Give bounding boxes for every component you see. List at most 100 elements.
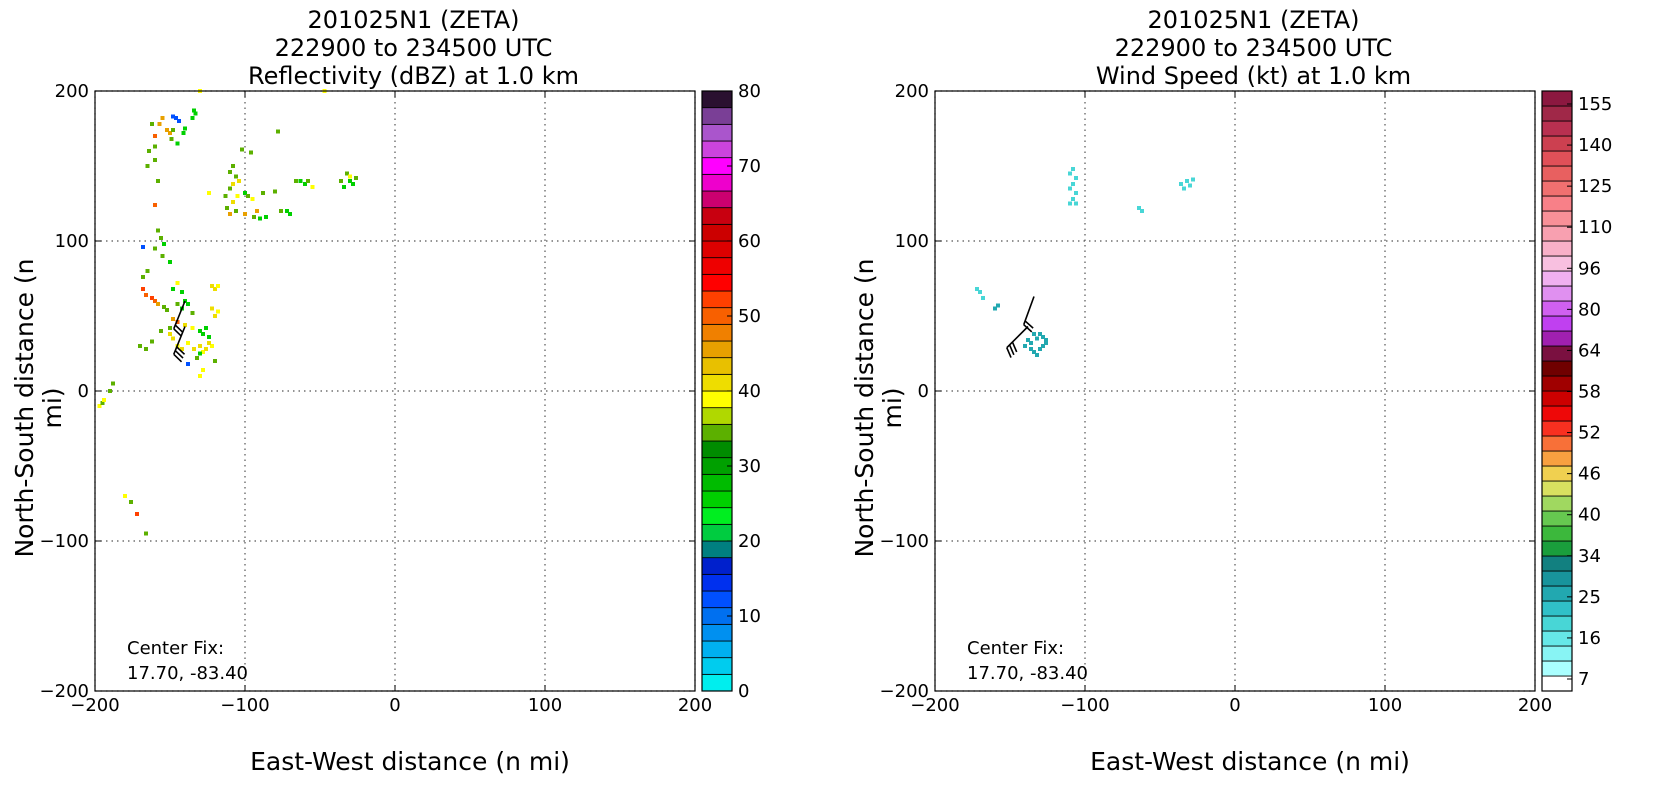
data-point [975, 287, 979, 291]
colorbar-cell [701, 590, 733, 609]
colorbar-tick-label: 20 [738, 531, 761, 552]
colorbar-cell [701, 523, 733, 542]
data-point [981, 296, 985, 300]
data-point [162, 242, 166, 246]
y-tick-label: 0 [918, 381, 929, 402]
data-point [1032, 350, 1036, 354]
data-point [252, 215, 256, 219]
colorbar-cell [1541, 120, 1573, 137]
data-point [180, 347, 184, 351]
colorbar-tick-label: 7 [1578, 669, 1589, 690]
data-point [306, 179, 310, 183]
plot-frame [94, 90, 696, 692]
colorbar-cell [1541, 270, 1573, 287]
data-point [231, 182, 235, 186]
data-point [1071, 197, 1075, 201]
y-tick-label: 100 [55, 231, 89, 252]
data-point [165, 308, 169, 312]
data-point [156, 302, 160, 306]
wind-barb-feather [176, 346, 186, 355]
data-point [294, 179, 298, 183]
data-point [153, 144, 157, 149]
chart-title-field: Wind Speed (kt) at 1.0 km [1095, 62, 1412, 90]
colorbar-cell [701, 240, 733, 259]
data-point [243, 191, 247, 195]
colorbar-cell [1541, 525, 1573, 542]
data-point [285, 209, 289, 213]
data-point [138, 344, 142, 348]
data-point [123, 494, 127, 498]
colorbar-cell [1541, 510, 1573, 527]
x-tick-label: 0 [1229, 695, 1240, 716]
wind-barb [1006, 325, 1029, 358]
wind-barb-feather [173, 353, 183, 363]
x-tick-label: −200 [70, 695, 119, 716]
data-point [1071, 182, 1075, 186]
colorbar-cell [1541, 180, 1573, 197]
colorbar-cell [1541, 645, 1573, 662]
colorbar-tick-label: 96 [1578, 258, 1601, 279]
colorbar-cell [1541, 390, 1573, 407]
colorbar-cell [1541, 570, 1573, 587]
data-point [150, 122, 154, 126]
data-point [144, 347, 148, 351]
data-point [1035, 336, 1039, 341]
data-point [1182, 186, 1186, 191]
data-point [147, 149, 151, 153]
data-point [1032, 332, 1036, 336]
data-point [978, 290, 982, 294]
data-point [159, 236, 163, 240]
colorbar-cell [1541, 675, 1573, 692]
data-point [1191, 177, 1195, 182]
wind-barb [173, 326, 186, 363]
data-point [108, 389, 112, 393]
y-tick-label: 100 [895, 231, 929, 252]
data-point [198, 351, 202, 356]
data-point [129, 500, 133, 504]
colorbar-cell [1541, 315, 1573, 332]
data-point [1038, 347, 1042, 351]
colorbar-cell [1541, 450, 1573, 467]
colorbar-tick-label: 110 [1578, 217, 1612, 238]
data-point [210, 344, 214, 348]
colorbar-cell [1541, 495, 1573, 512]
colorbar-tick-label: 25 [1578, 587, 1601, 608]
data-point [264, 215, 268, 219]
colorbar-tick-label: 40 [738, 381, 761, 402]
data-point [198, 374, 202, 378]
data-point [240, 147, 244, 152]
data-point [1185, 179, 1189, 183]
data-point [207, 335, 211, 339]
data-point [198, 329, 202, 333]
data-point [235, 194, 240, 198]
data-point [159, 329, 163, 333]
data-point [141, 245, 145, 249]
data-point [165, 128, 169, 132]
colorbar-tick-label: 16 [1578, 628, 1601, 649]
reflectivity-panel: 201025N1 (ZETA) 222900 to 234500 UTC Ref… [0, 0, 827, 787]
chart-title-storm: 201025N1 (ZETA) [1147, 6, 1360, 34]
data-point [1044, 341, 1048, 345]
data-point [190, 116, 195, 120]
data-point [193, 111, 198, 116]
data-point [216, 309, 220, 314]
data-point [996, 303, 1000, 308]
data-point [201, 332, 205, 336]
colorbar-cell [701, 290, 733, 309]
data-point [160, 254, 165, 258]
colorbar-cell [701, 490, 733, 509]
colorbar-tick-label: 70 [738, 156, 761, 177]
y-tick-label: 0 [78, 381, 89, 402]
data-point [111, 381, 115, 386]
data-point [273, 189, 277, 194]
wind-barb-staff [1006, 325, 1029, 349]
data-point [345, 171, 349, 176]
colorbar-tick-label: 155 [1578, 94, 1612, 115]
wind-barb-feather [1023, 324, 1033, 333]
data-point [993, 306, 997, 311]
data-point [201, 350, 205, 354]
data-point [213, 287, 217, 291]
colorbar-tick-label: 58 [1578, 382, 1601, 403]
data-point [213, 314, 217, 318]
